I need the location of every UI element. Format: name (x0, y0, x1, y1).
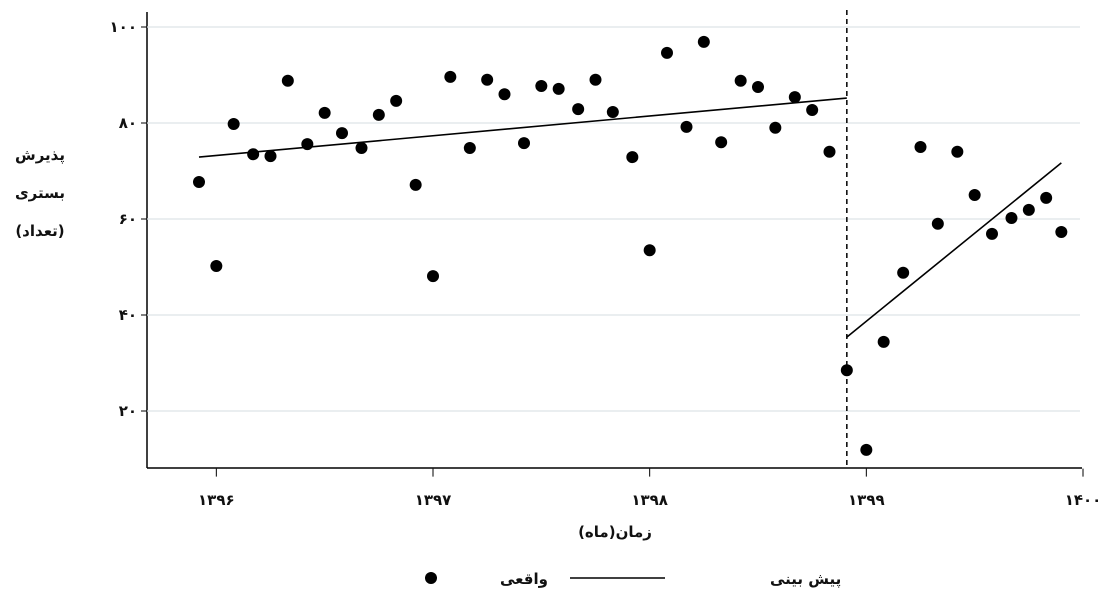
data-point (264, 150, 277, 163)
data-point (463, 141, 476, 154)
data-point (877, 335, 890, 348)
data-point (715, 136, 728, 149)
data-point (444, 70, 457, 83)
legend-marker (425, 572, 437, 584)
data-point (626, 151, 639, 164)
data-point (572, 103, 585, 116)
data-point (1005, 212, 1018, 225)
y-tick-label: ۲۰ (119, 402, 137, 420)
data-point (752, 81, 764, 93)
data-point (498, 88, 511, 101)
data-point (661, 46, 673, 59)
data-point (806, 104, 819, 117)
data-point (210, 260, 223, 273)
data-point (227, 117, 240, 130)
x-tick-label: ۱۴۰۰ (1065, 491, 1102, 509)
data-point (823, 145, 836, 158)
data-point (409, 178, 422, 191)
data-point (336, 127, 348, 140)
data-point (840, 364, 853, 377)
data-point (860, 443, 873, 456)
data-point (734, 74, 747, 87)
data-point (606, 105, 619, 118)
data-point (697, 35, 710, 48)
data-point (589, 73, 602, 86)
x-tick-label: ۱۳۹۸ (631, 491, 668, 509)
x-axis-label: زمان(ماه) (578, 523, 652, 541)
data-point (372, 108, 385, 121)
y-axis-label: بستری (15, 184, 65, 202)
data-point (281, 74, 294, 87)
y-tick-label: ۴۰ (119, 306, 137, 324)
data-point (193, 176, 205, 189)
x-tick-label: ۱۳۹۷ (415, 491, 452, 509)
data-point (247, 148, 260, 161)
data-point (355, 141, 368, 154)
y-axis-label: پذیرش (15, 146, 65, 165)
data-point (986, 227, 998, 240)
data-point (788, 91, 801, 104)
data-point (914, 141, 927, 153)
forecast-line (198, 97, 1062, 338)
data-point (481, 73, 494, 86)
data-point (318, 106, 331, 119)
data-point (951, 145, 964, 158)
x-tick-label: ۱۳۹۹ (848, 491, 885, 509)
data-point (552, 82, 565, 95)
data-point (1022, 203, 1035, 216)
data-point (427, 270, 439, 283)
data-point (1055, 225, 1068, 238)
data-point (518, 137, 530, 150)
data-point (968, 189, 981, 201)
y-tick-label: ۸۰ (119, 114, 137, 132)
data-point (535, 80, 548, 93)
data-point (643, 244, 656, 257)
legend-label: واقعی (500, 570, 548, 588)
data-point (680, 120, 693, 133)
data-point (769, 121, 782, 134)
legend-label: پیش بینی (770, 570, 841, 589)
data-point (897, 266, 910, 279)
y-tick-label: ۱۰۰ (110, 18, 137, 36)
x-tick-label: ۱۳۹۶ (198, 491, 235, 509)
y-axis-label: (تعداد) (15, 222, 64, 240)
data-point (931, 217, 944, 230)
data-point (390, 94, 403, 107)
y-tick-label: ۶۰ (119, 210, 137, 228)
data-point (1040, 191, 1053, 204)
